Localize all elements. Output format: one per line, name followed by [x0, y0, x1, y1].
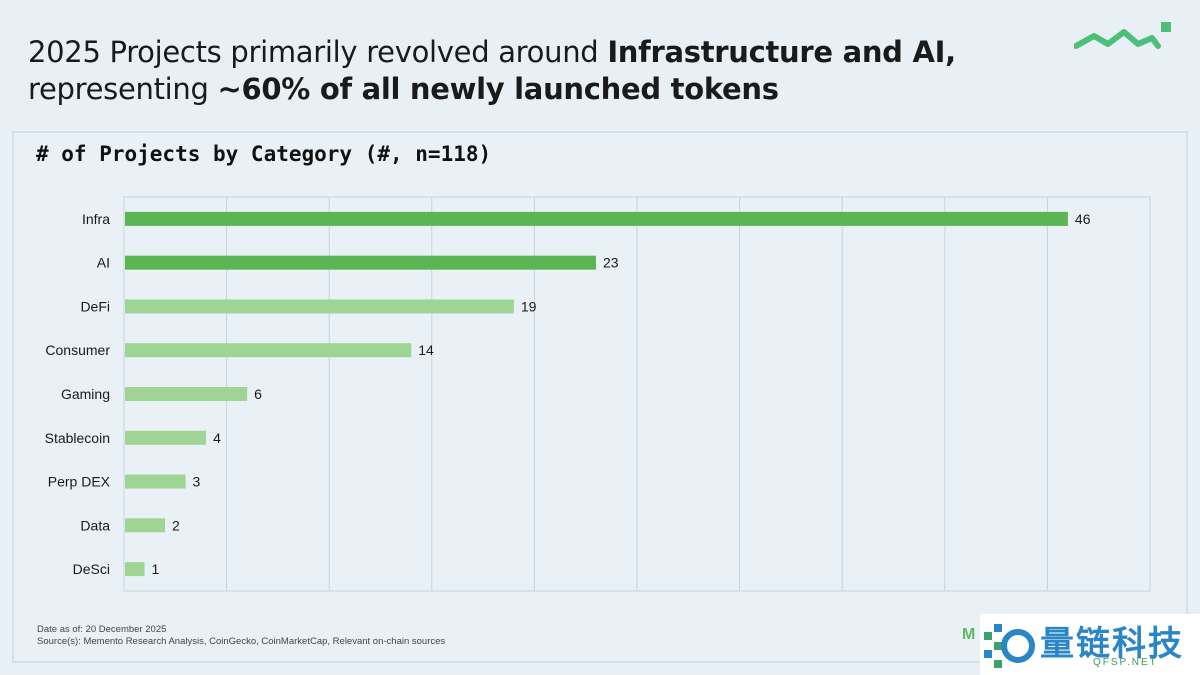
bar-defi	[125, 299, 514, 314]
headline-line-1-regular: 2025 Projects primarily revolved around	[28, 35, 608, 69]
headline: 2025 Projects primarily revolved around …	[28, 34, 1028, 108]
category-label: DeFi	[80, 298, 110, 314]
category-label: Perp DEX	[48, 474, 111, 490]
bar-perp-dex	[125, 474, 186, 489]
headline-line-1-bold: Infrastructure and AI,	[607, 35, 956, 69]
footnote: Date as of: 20 December 2025 Source(s): …	[37, 624, 445, 648]
brand-logo-icon	[1074, 22, 1171, 49]
headline-line-2-bold: ~60% of all newly launched tokens	[217, 72, 779, 106]
footnote-date: Date as of: 20 December 2025	[37, 624, 167, 635]
headline-line-1: 2025 Projects primarily revolved around …	[28, 34, 1028, 71]
category-label: Consumer	[45, 342, 110, 358]
bar-data	[125, 518, 166, 533]
data-label: 14	[418, 342, 434, 358]
bar-consumer	[125, 343, 412, 358]
data-label: 4	[213, 430, 221, 446]
bar-desci	[125, 562, 145, 577]
bar-stablecoin	[125, 430, 207, 445]
bar-layer	[125, 211, 1068, 577]
bar-infra	[125, 211, 1068, 226]
data-label: 19	[521, 298, 537, 314]
chart-title: # of Projects by Category (#, n=118)	[36, 142, 492, 166]
data-label: 46	[1075, 211, 1091, 227]
category-label: Stablecoin	[45, 430, 110, 446]
category-label: AI	[97, 255, 110, 271]
bar-gaming	[125, 387, 248, 401]
grid-layer	[123, 196, 1151, 592]
data-label: 6	[254, 386, 262, 402]
data-label: 3	[193, 474, 201, 490]
headline-line-2: representing ~60% of all newly launched …	[28, 71, 1028, 108]
headline-line-2-regular: representing	[28, 72, 218, 106]
watermark-background	[980, 614, 1200, 675]
corner-brand-letter: M	[962, 626, 976, 643]
bar-ai	[125, 255, 596, 270]
category-label: Data	[80, 517, 110, 533]
data-label: 23	[603, 255, 619, 271]
category-label: Gaming	[61, 386, 110, 402]
footnote-sources: Source(s): Memento Research Analysis, Co…	[37, 636, 446, 647]
data-label: 1	[152, 561, 160, 577]
data-label: 2	[172, 517, 180, 533]
category-label: Infra	[82, 211, 110, 227]
watermark-subtext: QFSP.NET	[1093, 657, 1158, 668]
watermark-logo-icon	[984, 624, 1035, 668]
watermark-text: 量链科技	[1040, 624, 1184, 664]
category-label: DeSci	[73, 561, 110, 577]
